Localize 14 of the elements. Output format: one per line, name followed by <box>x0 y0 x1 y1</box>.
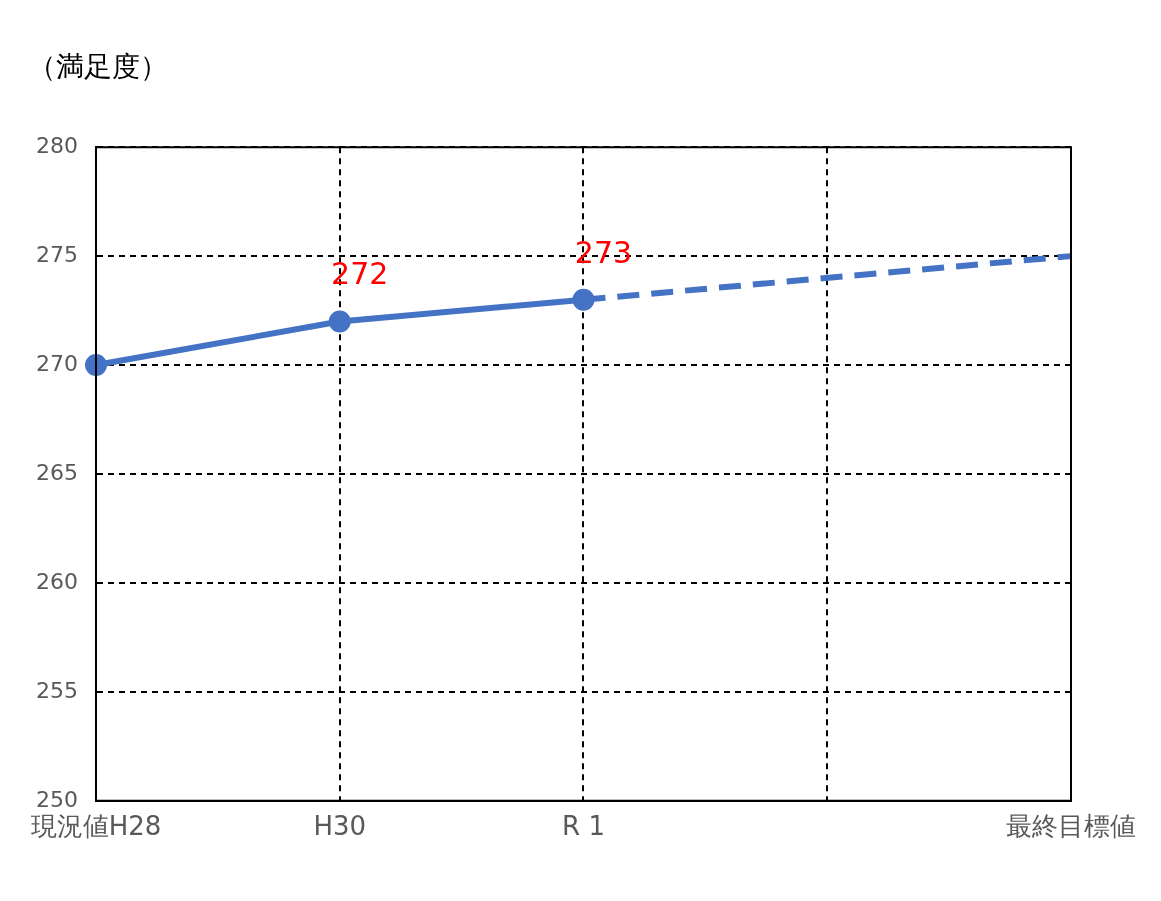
data-label: 272 <box>331 256 389 292</box>
y-tick-label: 270 <box>35 350 78 376</box>
y-axis-title: （満足度） <box>27 49 169 85</box>
x-tick-label: 最終目標値 <box>1006 811 1136 842</box>
y-tick-label: 280 <box>35 132 78 158</box>
x-tick-label: H30 <box>313 811 367 842</box>
x-tick-label: 現況値H28 <box>30 811 162 842</box>
y-tick-label: 255 <box>35 677 78 703</box>
y-tick-label: 275 <box>35 241 78 267</box>
y-tick-label: 260 <box>35 568 78 594</box>
data-label: 273 <box>574 234 633 270</box>
y-tick-label: 250 <box>35 786 78 812</box>
y-tick-label: 265 <box>35 459 78 485</box>
x-tick-label: R 1 <box>562 811 605 842</box>
